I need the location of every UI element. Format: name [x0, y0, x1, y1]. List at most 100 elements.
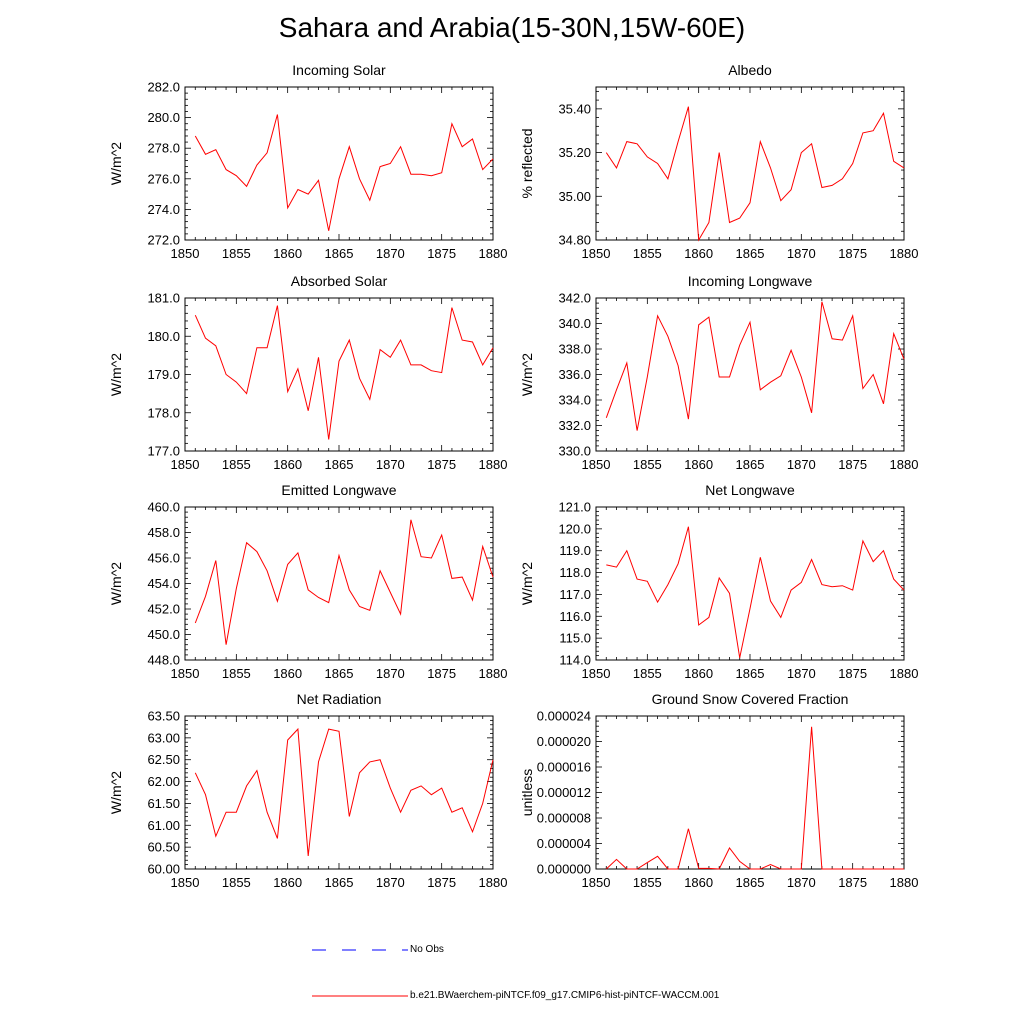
- x-tick-label: 1875: [838, 875, 867, 890]
- x-tick-label: 1880: [479, 457, 508, 472]
- y-tick-label: 181.0: [147, 291, 180, 306]
- y-tick-label: 35.40: [558, 101, 591, 116]
- y-tick-label: 280.0: [147, 110, 180, 125]
- x-tick-label: 1855: [222, 875, 251, 890]
- y-tick-label: 330.0: [558, 444, 591, 459]
- figure-title: Sahara and Arabia(15-30N,15W-60E): [278, 12, 746, 43]
- panel-7: 1850 1855 1860 1865 1870 1875 1880 60.00 60.50 61…: [108, 691, 507, 890]
- x-tick-label: 1855: [222, 246, 251, 261]
- x-tick-label: 1880: [479, 246, 508, 261]
- x-tick-label: 1875: [427, 875, 456, 890]
- y-tick-label: 117.0: [559, 587, 591, 602]
- series-line: [605, 726, 904, 870]
- plot-frame: [184, 506, 494, 661]
- x-tick-label: 1870: [376, 457, 405, 472]
- x-tick-label: 1865: [325, 246, 354, 261]
- y-tick-label: 60.00: [147, 862, 180, 877]
- x-tick-label: 1860: [684, 246, 713, 261]
- panel-title: Absorbed Solar: [291, 273, 388, 289]
- x-tick-label: 1880: [479, 875, 508, 890]
- y-tick-label: 452.0: [147, 602, 180, 617]
- x-tick-label: 1865: [325, 666, 354, 681]
- y-tick-label: 63.50: [147, 709, 180, 724]
- x-tick-label: 1860: [273, 457, 302, 472]
- plot-frame: [595, 506, 905, 661]
- x-tick-label: 1860: [273, 246, 302, 261]
- x-tick-label: 1880: [890, 875, 919, 890]
- y-tick-label: 458.0: [147, 525, 180, 540]
- x-tick-label: 1860: [273, 875, 302, 890]
- y-tick-label: 0.000024: [537, 709, 591, 724]
- x-tick-label: 1850: [582, 457, 611, 472]
- y-tick-label: 178.0: [147, 405, 180, 420]
- x-tick-label: 1855: [633, 246, 662, 261]
- series-line: [194, 727, 494, 856]
- x-tick-label: 1870: [376, 246, 405, 261]
- series-line: [606, 526, 905, 658]
- x-tick-label: 1880: [890, 457, 919, 472]
- x-tick-label: 1865: [736, 875, 765, 890]
- y-tick-label: 116.0: [559, 609, 591, 624]
- panel-2: 1850 1855 1860 1865 1870 1875 1880 34.80 35.00 35…: [519, 62, 918, 261]
- y-tick-label: 0.000020: [537, 734, 591, 749]
- y-tick-label: 35.20: [558, 145, 591, 160]
- series-line: [605, 106, 905, 242]
- series-line: [194, 305, 494, 440]
- x-tick-label: 1860: [273, 666, 302, 681]
- y-tick-label: 177.0: [147, 444, 180, 459]
- x-tick-label: 1850: [582, 875, 611, 890]
- series-line: [194, 114, 494, 231]
- x-tick-label: 1870: [787, 875, 816, 890]
- x-tick-label: 1865: [736, 457, 765, 472]
- y-axis-label: % reflected: [519, 128, 535, 198]
- panel-title: Ground Snow Covered Fraction: [652, 691, 849, 707]
- y-tick-label: 338.0: [558, 342, 591, 357]
- panel-8: 1850 1855 1860 1865 1870 1875 1880 0.000000 0.00…: [519, 691, 918, 890]
- x-tick-label: 1875: [427, 666, 456, 681]
- x-tick-label: 1870: [376, 875, 405, 890]
- panel-title: Net Radiation: [297, 691, 382, 707]
- y-tick-label: 62.50: [147, 752, 180, 767]
- x-tick-label: 1880: [890, 246, 919, 261]
- x-tick-label: 1860: [684, 457, 713, 472]
- y-tick-label: 282.0: [147, 80, 180, 95]
- y-tick-label: 60.50: [147, 840, 180, 855]
- plot-frame: [595, 297, 905, 452]
- y-tick-label: 118.0: [559, 565, 591, 580]
- x-tick-label: 1865: [325, 875, 354, 890]
- x-tick-label: 1855: [633, 666, 662, 681]
- x-tick-label: 1875: [838, 457, 867, 472]
- y-tick-label: 460.0: [147, 500, 180, 515]
- x-tick-label: 1875: [838, 666, 867, 681]
- x-tick-label: 1870: [376, 666, 405, 681]
- y-tick-label: 278.0: [147, 141, 180, 156]
- x-tick-label: 1855: [222, 457, 251, 472]
- y-tick-label: 0.000012: [537, 785, 591, 800]
- panel-title: Emitted Longwave: [281, 482, 396, 498]
- x-tick-label: 1880: [479, 666, 508, 681]
- x-tick-label: 1850: [582, 666, 611, 681]
- panel-6: 1850 1855 1860 1865 1870 1875 1880 114.0 115.0 11…: [519, 482, 918, 681]
- plot-frame: [595, 715, 905, 870]
- plot-frame: [595, 86, 905, 241]
- y-axis-label: W/m^2: [108, 771, 124, 814]
- y-tick-label: 454.0: [147, 576, 180, 591]
- x-tick-label: 1865: [325, 457, 354, 472]
- y-tick-label: 336.0: [558, 367, 591, 382]
- y-tick-label: 272.0: [147, 233, 180, 248]
- series-line: [605, 301, 905, 431]
- y-tick-label: 35.00: [558, 189, 591, 204]
- x-tick-label: 1870: [787, 457, 816, 472]
- x-tick-label: 1865: [736, 666, 765, 681]
- y-tick-label: 456.0: [147, 551, 180, 566]
- y-tick-label: 115.0: [559, 631, 591, 646]
- x-tick-label: 1865: [736, 246, 765, 261]
- panel-title: Incoming Solar: [292, 62, 386, 78]
- x-tick-label: 1870: [787, 246, 816, 261]
- y-tick-label: 61.00: [147, 818, 180, 833]
- panel-3: 1850 1855 1860 1865 1870 1875 1880 177.0 178.0 17…: [108, 273, 507, 472]
- y-tick-label: 448.0: [147, 653, 180, 668]
- panel-title: Incoming Longwave: [688, 273, 813, 289]
- y-tick-label: 61.50: [147, 796, 180, 811]
